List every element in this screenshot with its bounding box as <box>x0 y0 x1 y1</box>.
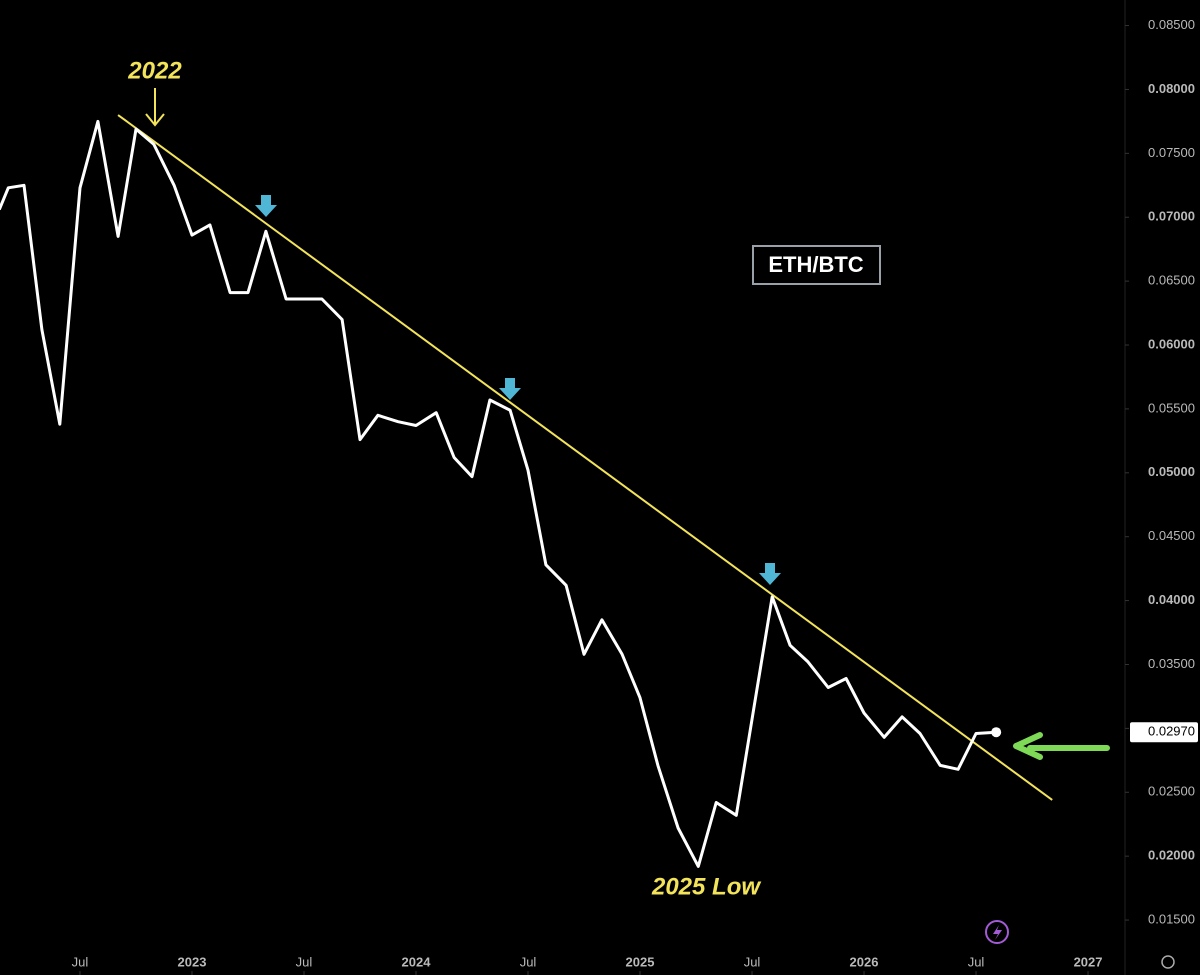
annotation: 2022 <box>127 57 182 84</box>
x-tick-label: Jul <box>72 954 89 969</box>
y-tick-label: 0.04500 <box>1148 528 1195 543</box>
annotation: 2025 Low <box>651 873 761 900</box>
y-tick-label: 0.08500 <box>1148 17 1195 32</box>
y-tick-label: 0.02500 <box>1148 784 1195 799</box>
x-tick-label: 2023 <box>178 954 207 969</box>
x-tick-label: Jul <box>744 954 761 969</box>
line-series <box>0 119 997 868</box>
touch-markers <box>255 195 781 585</box>
x-tick-label: 2027 <box>1074 954 1103 969</box>
chart-title: ETH/BTC <box>768 252 863 277</box>
x-tick-label: 2025 <box>626 954 655 969</box>
alert-icon <box>985 920 1009 944</box>
y-tick-label: 0.06500 <box>1148 273 1195 288</box>
x-tick-label: Jul <box>968 954 985 969</box>
settings-icon <box>1161 955 1175 969</box>
x-tick-label: Jul <box>520 954 537 969</box>
y-tick-label: 0.03500 <box>1148 656 1195 671</box>
y-tick-label: 0.05000 <box>1148 464 1195 479</box>
marker-arrow <box>499 378 521 400</box>
title-frame <box>752 245 881 285</box>
title-box: ETH/BTC <box>752 245 881 285</box>
pointer-arrow <box>1013 732 1110 760</box>
y-tick-label: 0.07000 <box>1148 209 1195 224</box>
last-point <box>991 727 1002 738</box>
y-tick-label: 0.06000 <box>1148 336 1195 351</box>
x-tick-label: 2026 <box>850 954 879 969</box>
price-label-box <box>1130 722 1198 743</box>
y-tick-label: 0.04000 <box>1148 592 1195 607</box>
x-tick-label: 2024 <box>402 954 432 969</box>
y-tick-label: 0.07500 <box>1148 145 1195 160</box>
y-tick-label: 0.02000 <box>1148 848 1195 863</box>
y-tick-label: 0.01500 <box>1148 911 1195 926</box>
icon-ring <box>985 920 1009 944</box>
marker-arrow <box>759 563 781 585</box>
trendline <box>117 114 1053 801</box>
x-tick-label: Jul <box>296 954 313 969</box>
y-tick-label: 0.05500 <box>1148 400 1195 415</box>
icon-bolt <box>993 925 1002 940</box>
annotation-arrow <box>145 88 165 127</box>
y-tick-label: 0.08000 <box>1148 81 1195 96</box>
price-label: 0.02970 <box>1148 724 1195 739</box>
marker-arrow <box>255 195 277 217</box>
